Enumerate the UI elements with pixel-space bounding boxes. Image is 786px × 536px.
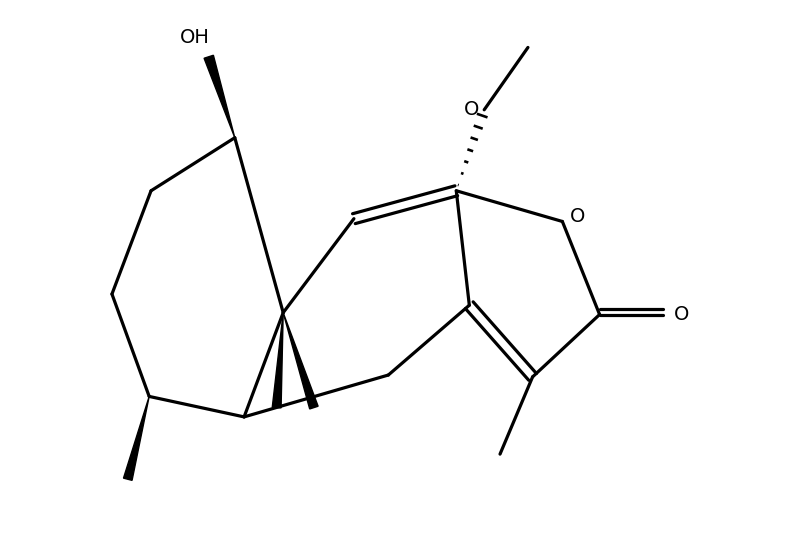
Text: O: O: [465, 100, 479, 120]
Polygon shape: [123, 397, 149, 480]
Polygon shape: [204, 55, 235, 138]
Text: O: O: [674, 305, 689, 324]
Text: O: O: [570, 207, 586, 226]
Text: OH: OH: [180, 28, 210, 48]
Polygon shape: [283, 312, 318, 409]
Polygon shape: [272, 312, 283, 408]
